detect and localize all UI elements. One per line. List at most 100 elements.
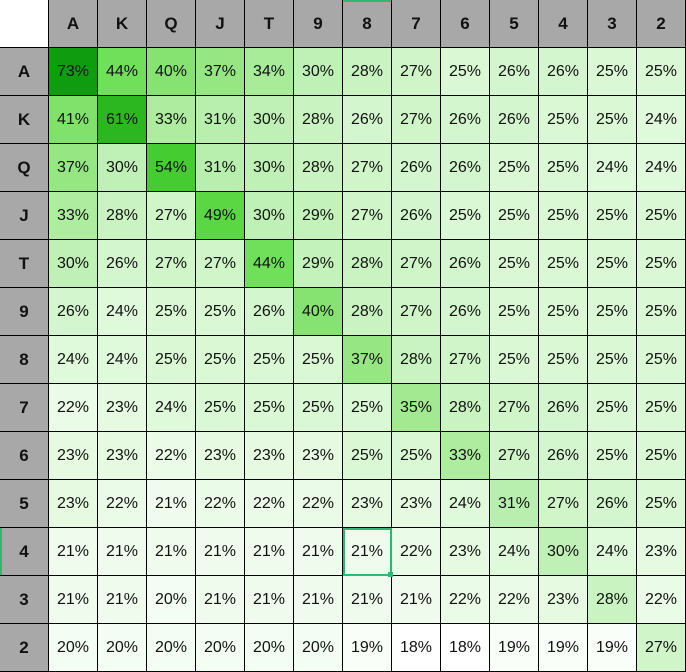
table-cell[interactable]: 29%	[294, 240, 343, 288]
table-cell[interactable]: 25%	[343, 432, 392, 480]
table-cell[interactable]: 25%	[637, 480, 686, 528]
table-cell[interactable]: 23%	[98, 384, 147, 432]
table-cell[interactable]: 25%	[490, 336, 539, 384]
table-cell[interactable]: 25%	[637, 432, 686, 480]
table-cell[interactable]: 26%	[441, 288, 490, 336]
table-cell[interactable]: 26%	[539, 432, 588, 480]
row-header[interactable]: A	[0, 48, 49, 96]
table-cell[interactable]: 23%	[49, 432, 98, 480]
table-cell[interactable]: 40%	[147, 48, 196, 96]
table-cell[interactable]: 26%	[588, 480, 637, 528]
table-cell[interactable]: 21%	[392, 576, 441, 624]
table-cell[interactable]: 19%	[539, 624, 588, 672]
table-cell[interactable]: 30%	[245, 96, 294, 144]
table-cell[interactable]: 22%	[441, 576, 490, 624]
table-cell[interactable]: 23%	[392, 480, 441, 528]
table-cell[interactable]: 27%	[392, 96, 441, 144]
table-cell[interactable]: 25%	[588, 288, 637, 336]
table-cell[interactable]: 25%	[637, 384, 686, 432]
table-cell[interactable]: 25%	[392, 432, 441, 480]
table-cell[interactable]: 20%	[294, 624, 343, 672]
table-cell[interactable]: 24%	[147, 384, 196, 432]
table-cell[interactable]: 24%	[588, 528, 637, 576]
table-cell[interactable]: 33%	[147, 96, 196, 144]
table-cell[interactable]: 20%	[147, 624, 196, 672]
table-cell[interactable]: 22%	[490, 576, 539, 624]
table-cell[interactable]: 27%	[196, 240, 245, 288]
table-cell[interactable]: 25%	[588, 96, 637, 144]
table-cell[interactable]: 27%	[441, 336, 490, 384]
table-cell[interactable]: 21%	[245, 528, 294, 576]
table-cell[interactable]: 28%	[343, 240, 392, 288]
table-cell[interactable]: 22%	[196, 480, 245, 528]
table-cell[interactable]: 25%	[539, 144, 588, 192]
table-cell[interactable]: 27%	[147, 240, 196, 288]
table-cell[interactable]: 27%	[343, 144, 392, 192]
table-cell[interactable]: 24%	[588, 144, 637, 192]
selection-handle[interactable]	[388, 572, 393, 577]
table-cell[interactable]: 25%	[245, 336, 294, 384]
table-cell[interactable]: 25%	[490, 240, 539, 288]
row-header[interactable]: T	[0, 240, 49, 288]
table-cell[interactable]: 20%	[98, 624, 147, 672]
table-cell[interactable]: 27%	[392, 240, 441, 288]
table-cell[interactable]: 26%	[245, 288, 294, 336]
table-cell[interactable]: 25%	[637, 240, 686, 288]
table-cell[interactable]: 25%	[539, 336, 588, 384]
table-cell[interactable]: 30%	[294, 48, 343, 96]
table-cell[interactable]: 54%	[147, 144, 196, 192]
table-cell[interactable]: 44%	[245, 240, 294, 288]
table-cell[interactable]: 27%	[490, 432, 539, 480]
row-header[interactable]: 4	[0, 528, 49, 576]
table-cell[interactable]: 33%	[49, 192, 98, 240]
table-cell[interactable]: 22%	[637, 576, 686, 624]
table-cell[interactable]: 25%	[637, 288, 686, 336]
row-header[interactable]: 7	[0, 384, 49, 432]
table-cell[interactable]: 26%	[392, 144, 441, 192]
table-cell[interactable]: 22%	[98, 480, 147, 528]
table-cell[interactable]: 31%	[196, 96, 245, 144]
table-cell[interactable]: 21%	[245, 576, 294, 624]
table-cell[interactable]: 25%	[539, 288, 588, 336]
column-header[interactable]: K	[98, 0, 147, 48]
table-cell[interactable]: 26%	[539, 384, 588, 432]
row-header[interactable]: 2	[0, 624, 49, 672]
table-cell[interactable]: 21%	[294, 528, 343, 576]
table-cell[interactable]: 22%	[294, 480, 343, 528]
column-header[interactable]: 9	[294, 0, 343, 48]
table-cell[interactable]: 20%	[196, 624, 245, 672]
table-cell[interactable]: 25%	[588, 48, 637, 96]
column-header[interactable]: J	[196, 0, 245, 48]
table-cell[interactable]: 25%	[490, 288, 539, 336]
table-cell[interactable]: 33%	[441, 432, 490, 480]
table-cell[interactable]: 23%	[245, 432, 294, 480]
table-cell[interactable]: 24%	[441, 480, 490, 528]
table-cell[interactable]: 41%	[49, 96, 98, 144]
table-cell[interactable]: 21%	[343, 576, 392, 624]
table-cell[interactable]: 22%	[245, 480, 294, 528]
table-cell[interactable]: 20%	[147, 576, 196, 624]
table-cell[interactable]: 26%	[490, 96, 539, 144]
table-cell[interactable]: 25%	[637, 336, 686, 384]
table-cell[interactable]: 49%	[196, 192, 245, 240]
table-cell[interactable]: 28%	[441, 384, 490, 432]
table-cell[interactable]: 23%	[98, 432, 147, 480]
table-cell[interactable]: 24%	[49, 336, 98, 384]
column-header[interactable]: Q	[147, 0, 196, 48]
table-cell[interactable]: 34%	[245, 48, 294, 96]
table-cell[interactable]: 24%	[637, 96, 686, 144]
table-cell[interactable]: 25%	[588, 336, 637, 384]
row-header[interactable]: 5	[0, 480, 49, 528]
row-header[interactable]: Q	[0, 144, 49, 192]
table-cell[interactable]: 35%	[392, 384, 441, 432]
row-header[interactable]: 6	[0, 432, 49, 480]
row-header[interactable]: 9	[0, 288, 49, 336]
table-cell[interactable]: 31%	[490, 480, 539, 528]
table-cell[interactable]: 25%	[147, 288, 196, 336]
table-cell[interactable]: 20%	[49, 624, 98, 672]
table-cell[interactable]: 61%	[98, 96, 147, 144]
table-cell[interactable]: 40%	[294, 288, 343, 336]
table-cell[interactable]: 24%	[490, 528, 539, 576]
table-cell[interactable]: 37%	[196, 48, 245, 96]
table-cell[interactable]: 27%	[343, 192, 392, 240]
